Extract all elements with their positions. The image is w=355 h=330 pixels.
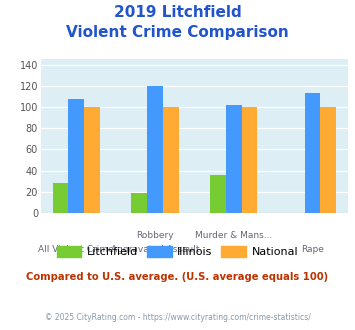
- Bar: [305, 93, 320, 213]
- Bar: [242, 107, 257, 213]
- Bar: [131, 193, 147, 213]
- Bar: [226, 105, 242, 213]
- Legend: Litchfield, Illinois, National: Litchfield, Illinois, National: [53, 242, 302, 261]
- Text: Robbery: Robbery: [136, 231, 174, 240]
- Bar: [320, 107, 336, 213]
- Bar: [210, 175, 226, 213]
- Bar: [53, 183, 69, 213]
- Bar: [84, 107, 100, 213]
- Text: © 2025 CityRating.com - https://www.cityrating.com/crime-statistics/: © 2025 CityRating.com - https://www.city…: [45, 313, 310, 322]
- Bar: [163, 107, 179, 213]
- Text: Aggravated Assault: Aggravated Assault: [111, 245, 199, 254]
- Text: All Violent Crime: All Violent Crime: [38, 245, 114, 254]
- Text: Violent Crime Comparison: Violent Crime Comparison: [66, 25, 289, 40]
- Text: Murder & Mans...: Murder & Mans...: [195, 231, 272, 240]
- Bar: [147, 86, 163, 213]
- Text: Rape: Rape: [301, 245, 324, 254]
- Text: Compared to U.S. average. (U.S. average equals 100): Compared to U.S. average. (U.S. average …: [26, 272, 329, 282]
- Bar: [69, 99, 84, 213]
- Text: 2019 Litchfield: 2019 Litchfield: [114, 5, 241, 20]
